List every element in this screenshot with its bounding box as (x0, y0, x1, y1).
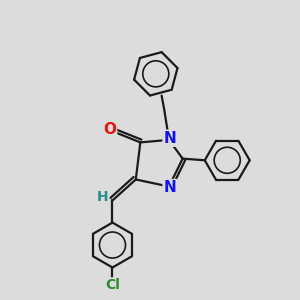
Text: N: N (164, 131, 176, 146)
Text: H: H (97, 190, 108, 203)
Text: Cl: Cl (105, 278, 120, 292)
Text: O: O (103, 122, 116, 137)
Text: N: N (164, 180, 176, 195)
